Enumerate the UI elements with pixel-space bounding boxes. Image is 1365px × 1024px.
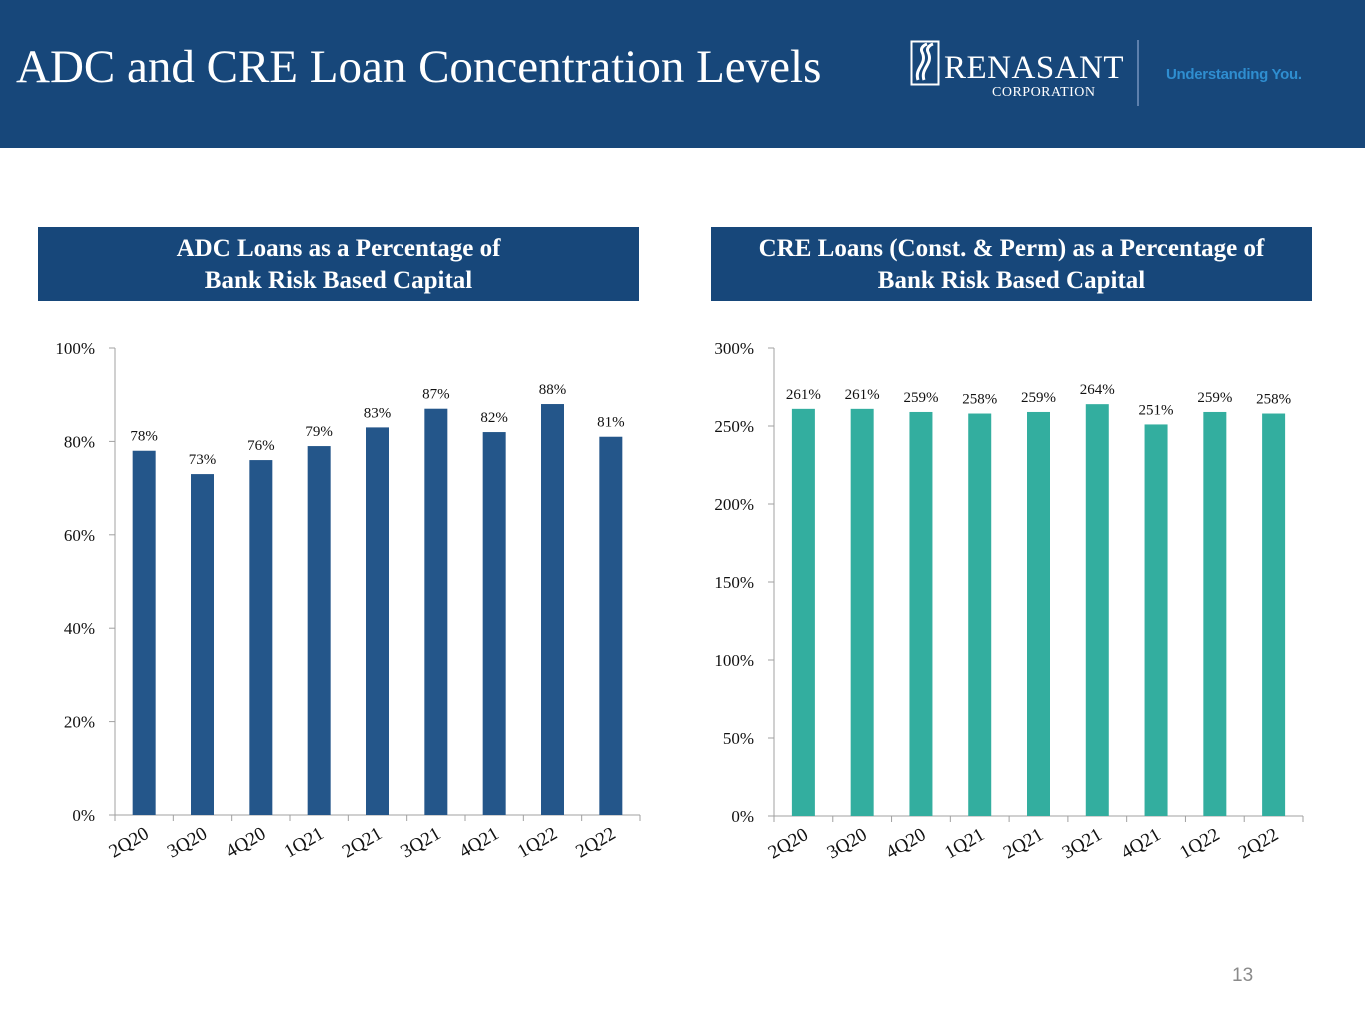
- adc-data-label: 73%: [189, 452, 217, 468]
- cre-category-label: 4Q21: [1117, 824, 1164, 863]
- adc-data-label: 78%: [130, 429, 158, 445]
- cre-bar: [1203, 411, 1227, 816]
- cre-y-tick-label: 100%: [714, 651, 754, 670]
- cre-y-tick-label: 150%: [714, 573, 754, 592]
- adc-bar: [191, 474, 214, 815]
- adc-y-tick-label: 0%: [72, 806, 95, 825]
- logo-divider: [1137, 40, 1139, 106]
- adc-data-label: 76%: [247, 438, 275, 454]
- logo-name: RENASANT: [944, 50, 1125, 86]
- cre-category-label: 3Q20: [824, 824, 871, 863]
- adc-bar: [599, 436, 623, 815]
- cre-category-label: 2Q20: [765, 824, 812, 863]
- cre-data-label: 251%: [1139, 402, 1174, 418]
- cre-category-label: 2Q22: [1235, 824, 1282, 863]
- adc-category-label: 2Q20: [106, 823, 153, 862]
- page-title: ADC and CRE Loan Concentration Levels: [16, 41, 822, 93]
- page-number: 13: [1232, 965, 1254, 986]
- cre-category-label: 4Q20: [882, 824, 929, 863]
- cre-bar: [1262, 413, 1286, 816]
- adc-data-label: 82%: [480, 410, 508, 426]
- adc-bar: [424, 408, 448, 815]
- logo-subtitle: CORPORATION: [992, 85, 1096, 100]
- cre-category-label: 3Q21: [1059, 824, 1106, 863]
- cre-data-label: 259%: [1021, 390, 1056, 406]
- cre-bar-chart: 0% 50% 100% 150% 200% 250% 300% 261% 2Q20 261% 3Q2…: [714, 339, 1304, 863]
- cre-bar: [968, 413, 992, 816]
- adc-category-label: 3Q20: [164, 823, 211, 862]
- cre-title-line-2: Bank Risk Based Capital: [877, 267, 1146, 294]
- cre-data-label: 261%: [845, 387, 880, 403]
- adc-data-label: 87%: [422, 387, 450, 403]
- cre-bar: [1144, 424, 1168, 816]
- adc-category-label: 3Q21: [397, 823, 444, 862]
- cre-title-line-1: CRE Loans (Const. & Perm) as a Percentag…: [758, 235, 1265, 262]
- adc-chart-title: ADC Loans as a Percentage of Bank Risk B…: [38, 227, 639, 301]
- cre-y-tick-label: 200%: [714, 495, 754, 514]
- adc-y-tick-label: 80%: [64, 432, 95, 451]
- cre-category-label: 2Q21: [1000, 824, 1047, 863]
- adc-data-label: 88%: [539, 382, 567, 398]
- cre-y-tick-label: 50%: [723, 729, 754, 748]
- adc-bar: [366, 427, 389, 815]
- cre-chart-title: CRE Loans (Const. & Perm) as a Percentag…: [711, 227, 1312, 301]
- tagline: Understanding You.: [1166, 66, 1302, 83]
- adc-category-label: 4Q20: [222, 823, 269, 862]
- adc-category-label: 1Q21: [281, 823, 328, 862]
- adc-y-tick-label: 100%: [55, 339, 95, 358]
- adc-title-line-2: Bank Risk Based Capital: [204, 267, 473, 294]
- cre-data-label: 261%: [786, 387, 821, 403]
- logo-emblem-icon: [910, 40, 940, 86]
- adc-bar: [482, 432, 506, 815]
- cre-data-label: 258%: [962, 392, 997, 408]
- cre-data-label: 259%: [1197, 390, 1232, 406]
- cre-data-label: 258%: [1256, 392, 1291, 408]
- cre-data-label: 264%: [1080, 382, 1115, 398]
- adc-title-line-1: ADC Loans as a Percentage of: [176, 235, 501, 262]
- adc-bar: [132, 450, 156, 815]
- renasant-logo: RENASANT CORPORATION: [910, 40, 1124, 110]
- adc-data-label: 79%: [305, 424, 333, 440]
- cre-category-label: 1Q22: [1176, 824, 1223, 863]
- cre-bar: [909, 411, 933, 816]
- cre-y-tick-label: 250%: [714, 417, 754, 436]
- adc-category-label: 2Q22: [572, 823, 619, 862]
- cre-category-label: 1Q21: [941, 824, 988, 863]
- adc-bar-chart: 0% 20% 40% 60% 80% 100% 78% 2Q20 73% 3Q20 76% 4Q20 7…: [55, 339, 641, 862]
- adc-bar: [307, 446, 331, 815]
- cre-bar: [1027, 411, 1050, 816]
- adc-bar: [249, 460, 273, 815]
- cre-data-label: 259%: [903, 390, 938, 406]
- adc-bar: [541, 404, 564, 815]
- adc-category-label: 1Q22: [514, 823, 561, 862]
- cre-y-tick-label: 0%: [731, 807, 754, 826]
- cre-bar: [1085, 404, 1109, 816]
- cre-bar: [791, 408, 815, 816]
- cre-y-tick-label: 300%: [714, 339, 754, 358]
- cre-bar: [850, 408, 874, 816]
- adc-data-label: 81%: [597, 415, 625, 431]
- adc-y-tick-label: 40%: [64, 619, 95, 638]
- adc-y-tick-label: 20%: [64, 713, 95, 732]
- adc-y-tick-label: 60%: [64, 526, 95, 545]
- adc-data-label: 83%: [364, 405, 392, 421]
- adc-category-label: 4Q21: [456, 823, 503, 862]
- adc-category-label: 2Q21: [339, 823, 386, 862]
